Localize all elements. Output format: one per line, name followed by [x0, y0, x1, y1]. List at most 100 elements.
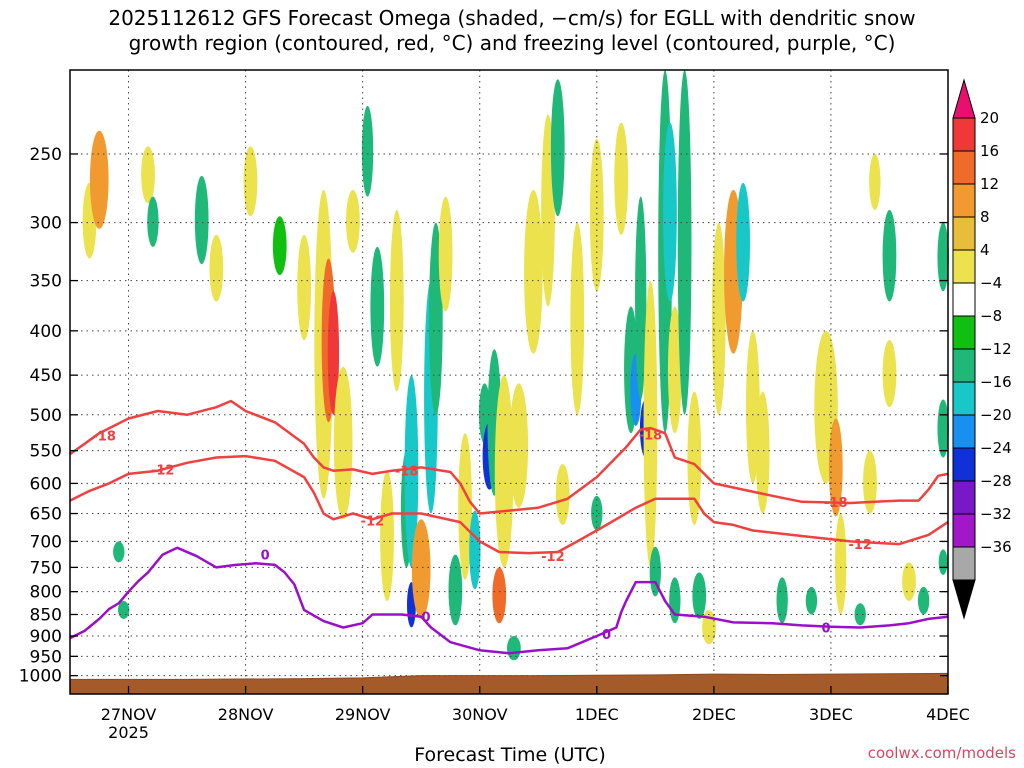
omega-patch-54 [669, 577, 681, 624]
colorbar-bottom-arrow [952, 579, 976, 620]
omega-patch-10 [297, 234, 312, 341]
colorbar-swatch-3 [952, 183, 976, 218]
x-tick-label-1: 28NOV [218, 705, 274, 724]
omega-patch-67 [828, 418, 843, 517]
y-tick-label-4: 450 [30, 366, 62, 386]
title-line-2: growth region (contoured, red, °C) and f… [128, 31, 896, 55]
colorbar-swatch-8 [952, 348, 976, 383]
x-tick-label-4: 1DEC [575, 705, 619, 724]
omega-patch-78 [938, 549, 948, 575]
colorbar-swatch-12 [952, 480, 976, 515]
x-axis-label: Forecast Time (UTC) [414, 744, 606, 766]
y-tick-label-10: 750 [30, 558, 62, 578]
colorbar-label-11: −28 [980, 472, 1012, 490]
contour-label-0-2: -18 [639, 429, 663, 444]
colorbar-label-6: −8 [980, 307, 1002, 325]
omega-patch-64 [776, 577, 788, 624]
colorbar-label-1: 16 [980, 142, 999, 160]
y-tick-label-11: 800 [30, 583, 62, 603]
omega-patch-63 [755, 391, 770, 514]
omega-patch-14 [333, 366, 353, 520]
y-tick-label-1: 300 [30, 214, 62, 234]
y-tick-label-2: 350 [30, 272, 62, 292]
contour-label-2-3: 0 [822, 622, 831, 637]
colorbar-label-12: −32 [980, 505, 1012, 523]
contour-minus12-line [69, 454, 949, 555]
omega-patch-1 [89, 130, 109, 229]
omega-patch-57 [692, 572, 707, 619]
colorbar-swatch-2 [952, 150, 976, 185]
omega-patch-40 [555, 464, 570, 525]
colorbar: 20 16 12 8 4 −4 −8 −12 −16 −20 −24 −28 −32 −36 [952, 78, 1012, 620]
contour-label-2-0: 0 [261, 549, 270, 564]
plot-frame [69, 69, 949, 695]
colorbar-label-10: −24 [980, 439, 1012, 457]
colorbar-label-4: 4 [980, 241, 990, 259]
contour-label-1-2: -12 [541, 550, 565, 565]
omega-patch-7 [209, 234, 224, 302]
omega-patch-23 [411, 519, 431, 619]
colorbar-swatch-7 [952, 315, 976, 350]
omega-patch-27 [448, 554, 463, 626]
y-tick-label-15: 1000 [19, 667, 62, 687]
omega-patch-55 [677, 70, 692, 415]
colorbar-swatch-11 [952, 447, 976, 482]
colorbar-swatch-9 [952, 381, 976, 416]
contour-label-0-3: -18 [824, 496, 848, 511]
omega-patch-69 [854, 603, 866, 626]
omega-patch-2 [141, 146, 155, 204]
omega-patch-49 [643, 280, 658, 568]
omega-patch-56 [687, 391, 702, 525]
colorbar-label-2: 12 [980, 175, 999, 193]
y-tick-label-5: 500 [30, 406, 62, 426]
omega-patch-73 [882, 340, 897, 408]
omega-patch-72 [882, 209, 897, 302]
x-tick-label-6: 3DEC [809, 705, 853, 724]
omega-patch-75 [917, 586, 930, 615]
y-tick-label-14: 950 [30, 647, 62, 667]
omega-patch-77 [937, 399, 949, 458]
omega-patch-21 [404, 375, 419, 568]
omega-patch-26 [438, 196, 453, 312]
omega-patch-13 [327, 291, 340, 415]
omega-patch-18 [380, 470, 394, 601]
colorbar-swatch-1 [952, 117, 976, 152]
contour-label-1-3: -12 [848, 538, 872, 553]
terrain-fill [69, 672, 949, 695]
omega-patch-39 [550, 79, 565, 217]
omega-patch-34 [492, 567, 507, 624]
omega-patch-71 [869, 153, 881, 210]
omega-patch-44 [614, 122, 629, 235]
colorbar-label-9: −20 [980, 406, 1012, 424]
contour-label-0-1: -18 [395, 465, 419, 480]
colorbar-label-0: 20 [980, 109, 999, 127]
omega-patch-59 [711, 222, 726, 415]
plot-background [70, 70, 948, 694]
contour-minus18-line [69, 399, 949, 515]
chart-title: 2025112612 GFS Forecast Omega (shaded, −… [0, 6, 1024, 56]
omega-patch-8 [243, 146, 258, 217]
contour-label-2-1: 0 [422, 611, 431, 626]
omega-patch-50 [649, 546, 661, 597]
omega-patch-33 [494, 375, 514, 568]
colorbar-label-3: 8 [980, 208, 990, 226]
x-tick-label-3: 30NOV [452, 705, 508, 724]
omega-patch-48 [635, 196, 647, 400]
omega-patch-15 [346, 189, 360, 253]
y-tick-label-6: 550 [30, 442, 62, 462]
omega-patch-42 [589, 138, 604, 292]
y-tick-label-3: 400 [30, 322, 62, 342]
omega-patch-61 [736, 182, 751, 302]
omega-patch-28 [458, 433, 472, 580]
omega-patch-41 [570, 222, 585, 415]
omega-patch-43 [591, 495, 603, 531]
x-tick-label-5: 2DEC [692, 705, 736, 724]
y-tick-label-9: 700 [30, 532, 62, 552]
omega-patch-37 [524, 189, 543, 354]
omega-patch-53 [667, 306, 682, 434]
x-tick-label-7: 4DEC [926, 705, 970, 724]
contour-label-2-2: 0 [602, 628, 611, 643]
colorbar-swatch-4 [952, 216, 976, 251]
